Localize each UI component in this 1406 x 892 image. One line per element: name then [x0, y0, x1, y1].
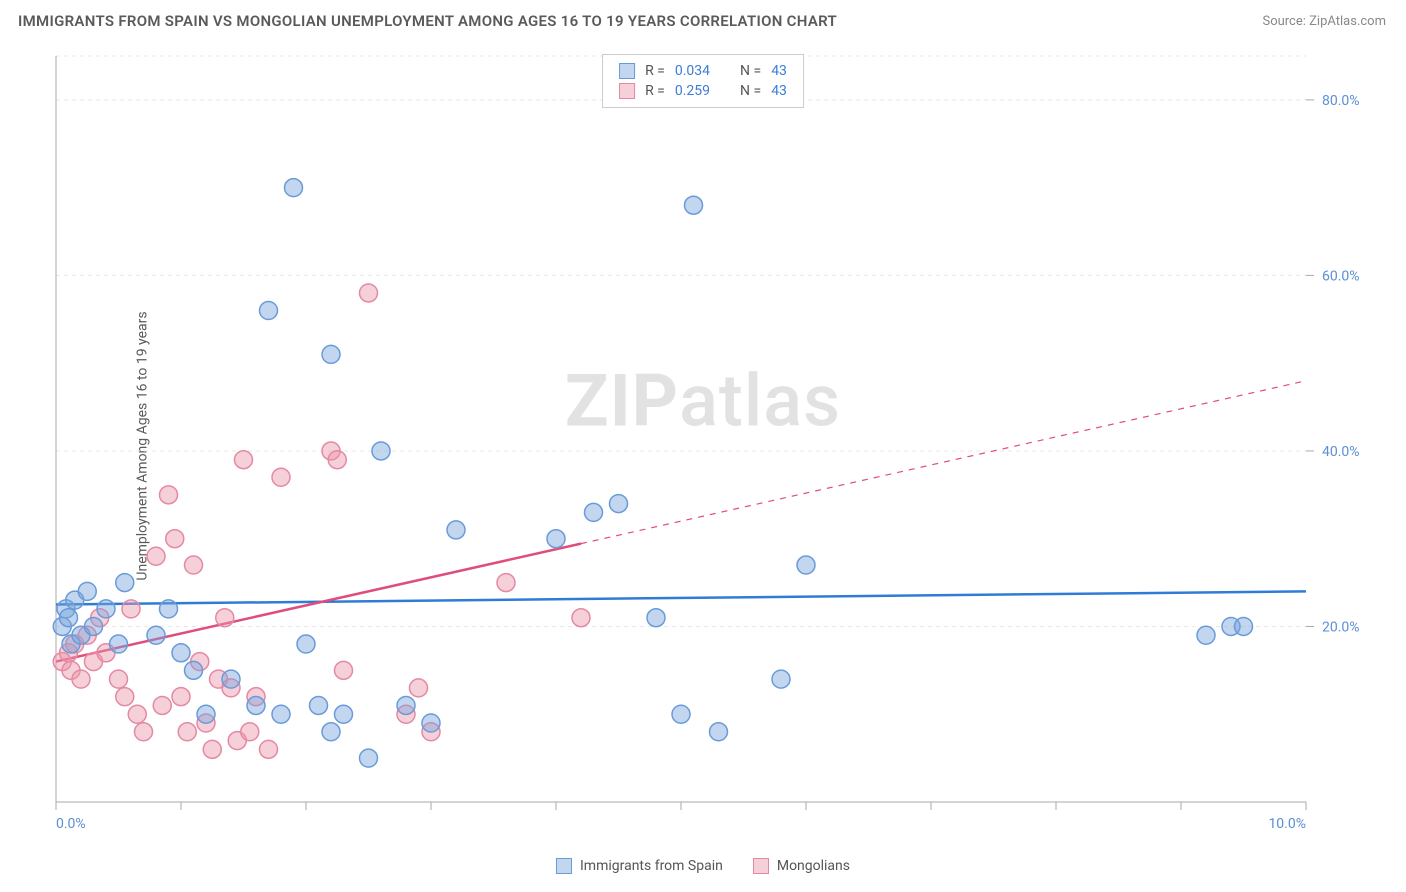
y-tick-label: 60.0% — [1322, 268, 1360, 284]
correlation-legend-row: R = 0.034 N = 43 — [619, 61, 787, 81]
r-label: R = — [645, 83, 665, 99]
plot-area: 0.0% 10.0% 20.0% 40.0% 60.0% 80.0% — [50, 50, 1376, 832]
x-tick-label: 0.0% — [56, 816, 86, 832]
chart-title: IMMIGRANTS FROM SPAIN VS MONGOLIAN UNEMP… — [18, 12, 837, 30]
legend-swatch — [619, 63, 635, 79]
r-value: 0.259 — [675, 83, 710, 99]
n-label: N = — [740, 63, 761, 79]
series-legend: Immigrants from Spain Mongolians — [556, 858, 850, 874]
x-tick-label: 10.0% — [1268, 816, 1306, 832]
legend-swatch — [753, 858, 769, 874]
r-value: 0.034 — [675, 63, 710, 79]
y-tick-label: 20.0% — [1322, 619, 1360, 635]
y-tick-label: 80.0% — [1322, 93, 1360, 109]
y-tick-label: 40.0% — [1322, 444, 1360, 460]
r-label: R = — [645, 63, 665, 79]
legend-item: Mongolians — [753, 858, 850, 874]
legend-item: Immigrants from Spain — [556, 858, 723, 874]
n-value: 43 — [771, 63, 787, 79]
legend-label: Mongolians — [777, 858, 850, 874]
legend-swatch — [619, 83, 635, 99]
n-label: N = — [740, 83, 761, 99]
n-value: 43 — [771, 83, 787, 99]
legend-label: Immigrants from Spain — [580, 858, 723, 874]
correlation-legend: R = 0.034 N = 43 R = 0.259 N = 43 — [602, 54, 804, 108]
legend-swatch — [556, 858, 572, 874]
correlation-legend-row: R = 0.259 N = 43 — [619, 81, 787, 101]
source-attribution: Source: ZipAtlas.com — [1262, 14, 1386, 29]
scatter-svg: 0.0% 10.0% 20.0% 40.0% 60.0% 80.0% — [50, 50, 1376, 832]
